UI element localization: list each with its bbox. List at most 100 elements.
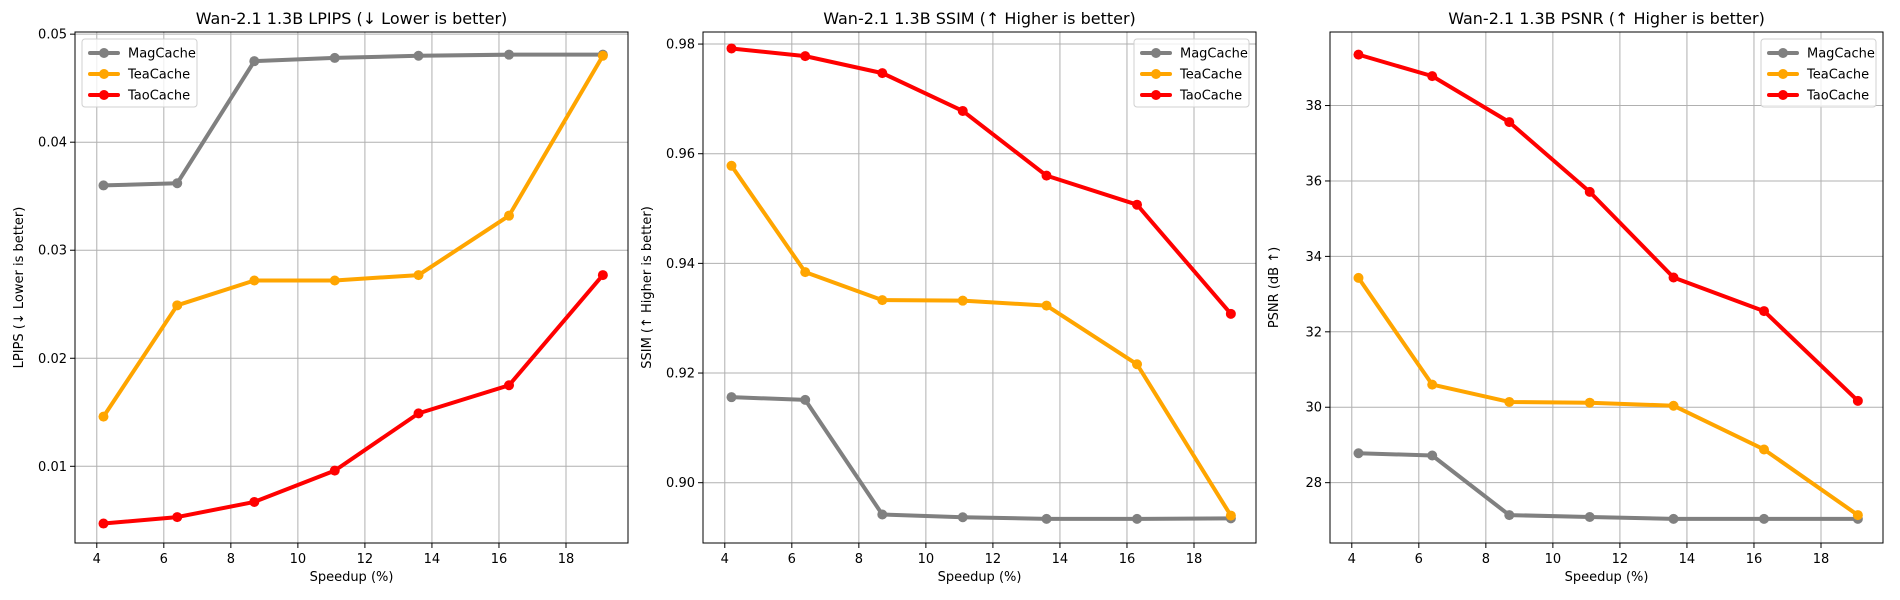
series-line xyxy=(101,273,605,526)
grid xyxy=(75,32,628,543)
chart-title: Wan-2.1 1.3B SSIM (↑ Higher is better) xyxy=(823,9,1136,28)
data-point xyxy=(877,509,888,520)
legend-swatch-marker xyxy=(1151,69,1161,79)
y-axis-label: SSIM (↑ Higher is better) xyxy=(640,206,655,369)
data-point xyxy=(800,267,811,278)
x-tick-label: 4 xyxy=(1348,552,1356,567)
data-point xyxy=(1225,308,1236,319)
data-point xyxy=(329,275,340,286)
legend: MagCache TeaCache TaoCache xyxy=(1133,38,1250,108)
legend-entry-taocache: TaoCache xyxy=(1140,89,1242,104)
data-point xyxy=(1852,510,1863,521)
data-point xyxy=(172,178,183,189)
y-tick-label: 28 xyxy=(1305,476,1322,491)
data-point xyxy=(1668,513,1679,524)
x-tick-label: 14 xyxy=(1052,552,1069,567)
data-point xyxy=(1584,186,1595,197)
x-axis-label: Speedup (%) xyxy=(938,570,1022,585)
legend-box xyxy=(81,38,198,108)
data-point xyxy=(877,68,888,79)
x-axis-label: Speedup (%) xyxy=(1565,570,1649,585)
x-tick-label: 16 xyxy=(1119,552,1136,567)
legend: MagCache TeaCache TaoCache xyxy=(1760,38,1877,108)
legend-entry-teacache: TeaCache xyxy=(88,68,190,83)
data-point xyxy=(1584,397,1595,408)
data-point xyxy=(172,512,183,523)
x-tick-label: 14 xyxy=(424,552,441,567)
legend-swatch-marker xyxy=(1778,69,1788,79)
series-teacache xyxy=(726,160,1236,521)
legend-label: TeaCache xyxy=(127,68,190,83)
data-point xyxy=(329,52,340,63)
data-point xyxy=(98,518,109,529)
data-point xyxy=(1225,510,1236,521)
data-point xyxy=(1353,272,1364,283)
x-tick-label: 12 xyxy=(1612,552,1629,567)
data-point xyxy=(1759,444,1770,455)
data-point xyxy=(1353,49,1364,60)
grid xyxy=(703,32,1256,543)
chart-panel-3: 4 6 8 10 12 14 16 18 28 30 32 34 36 38 Wan-2.1 1.3B PS… xyxy=(1267,9,1884,585)
y-tick-label: 0.92 xyxy=(666,367,695,382)
y-tick-label: 32 xyxy=(1305,325,1322,340)
y-tick-label: 30 xyxy=(1305,401,1322,416)
x-tick-label: 6 xyxy=(1415,552,1423,567)
legend-swatch-marker xyxy=(99,48,109,58)
legend-box xyxy=(1133,38,1250,108)
y-tick-label: 38 xyxy=(1305,99,1322,114)
y-tick-label: 0.90 xyxy=(666,476,695,491)
legend-label: TeaCache xyxy=(1179,68,1242,83)
data-point xyxy=(1427,71,1438,82)
data-point xyxy=(98,180,109,191)
x-tick-label: 14 xyxy=(1679,552,1696,567)
data-point xyxy=(504,210,515,221)
series-taocache xyxy=(1353,49,1863,406)
data-point xyxy=(957,512,968,523)
data-point xyxy=(1132,199,1143,210)
data-point xyxy=(172,300,183,311)
legend-swatch-marker xyxy=(1151,90,1161,100)
plot-frame xyxy=(1329,31,1884,544)
data-point xyxy=(249,496,260,507)
plot-frame xyxy=(702,31,1257,544)
y-tick-label: 0.02 xyxy=(38,352,67,367)
y-tick-label: 0.04 xyxy=(38,136,67,151)
legend-entry-taocache: TaoCache xyxy=(88,89,190,104)
series-line xyxy=(729,395,1233,521)
x-tick-label: 4 xyxy=(93,552,101,567)
x-tick-label: 16 xyxy=(1746,552,1763,567)
data-point xyxy=(800,394,811,405)
data-point xyxy=(800,51,811,62)
legend-swatch-marker xyxy=(1151,48,1161,58)
data-point xyxy=(726,43,737,54)
legend-label: MagCache xyxy=(1807,47,1875,62)
chart-title: Wan-2.1 1.3B PSNR (↑ Higher is better) xyxy=(1448,9,1765,28)
x-tick-label: 12 xyxy=(985,552,1002,567)
data-point xyxy=(1132,513,1143,524)
legend-entry-magcache: MagCache xyxy=(1140,47,1248,62)
series-teacache xyxy=(98,50,608,422)
legend-entry-teacache: TeaCache xyxy=(1767,68,1869,83)
legend-swatch-marker xyxy=(1778,48,1788,58)
y-tick-label: 36 xyxy=(1305,174,1322,189)
legend-entry-taocache: TaoCache xyxy=(1767,89,1869,104)
y-tick-label: 0.03 xyxy=(38,244,67,259)
x-tick-label: 10 xyxy=(290,552,307,567)
legend: MagCache TeaCache TaoCache xyxy=(81,38,198,108)
data-point xyxy=(1132,359,1143,370)
data-point xyxy=(1668,272,1679,283)
x-tick-label: 10 xyxy=(918,552,935,567)
y-tick-label: 34 xyxy=(1305,250,1322,265)
legend-label: TaoCache xyxy=(1806,89,1869,104)
legend-label: TaoCache xyxy=(1179,89,1242,104)
chart-title: Wan-2.1 1.3B LPIPS (↓ Lower is better) xyxy=(196,9,508,28)
legend-entry-teacache: TeaCache xyxy=(1140,68,1242,83)
x-tick-label: 12 xyxy=(357,552,374,567)
legend-swatch-marker xyxy=(1778,90,1788,100)
x-tick-label: 4 xyxy=(721,552,729,567)
legend-label: TaoCache xyxy=(127,89,190,104)
x-tick-label: 18 xyxy=(1813,552,1830,567)
legend-label: MagCache xyxy=(1180,47,1248,62)
data-point xyxy=(957,295,968,306)
